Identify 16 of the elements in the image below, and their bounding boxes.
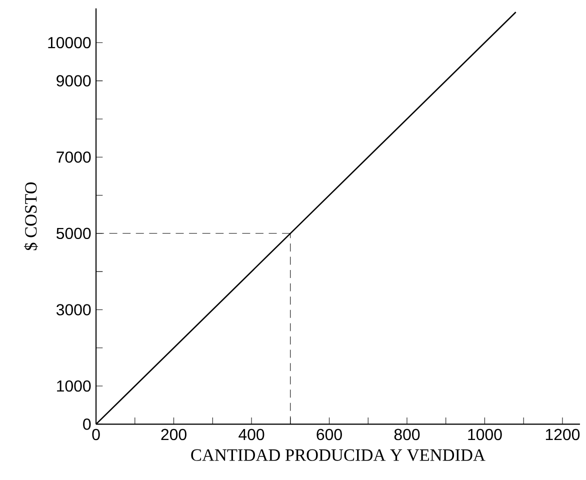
- x-tick-label: 1000: [468, 428, 502, 440]
- y-tick-label: 0: [83, 418, 91, 430]
- x-tick-label: 800: [394, 428, 420, 440]
- x-axis-title: CANTIDAD PRODUCIDA Y VENDIDA: [191, 449, 486, 461]
- y-tick-label: 7000: [56, 151, 91, 163]
- y-tick-label: 5000: [56, 228, 91, 239]
- x-tick-label: 400: [238, 428, 264, 440]
- x-tick-label: 200: [161, 428, 186, 440]
- x-tick-label: 1200: [546, 428, 580, 440]
- y-tick-label: 3000: [56, 304, 91, 316]
- y-tick-label: 10000: [48, 36, 91, 48]
- y-tick-label: 9000: [56, 75, 91, 86]
- y-axis-title: $ COSTO: [24, 182, 38, 250]
- x-tick-label: 0: [92, 428, 100, 440]
- y-tick-label: 1000: [57, 380, 91, 392]
- x-tick-label: 600: [316, 428, 342, 440]
